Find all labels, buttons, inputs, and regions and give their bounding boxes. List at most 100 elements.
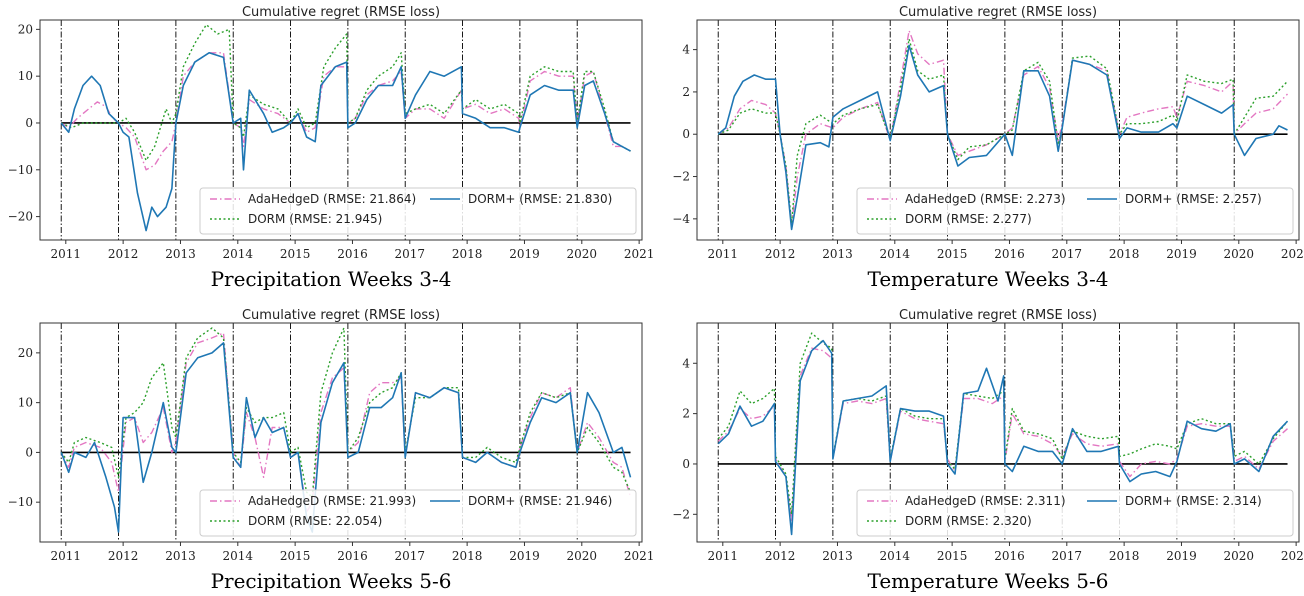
y-tick-label: 4 [682, 356, 690, 370]
legend-label: DORM+ (RMSE: 2.257) [1125, 192, 1262, 206]
x-tick-label: 2015 [280, 247, 311, 261]
legend-label: DORM+ (RMSE: 2.314) [1125, 494, 1262, 508]
y-tick-label: 10 [18, 396, 33, 410]
chart-title: Cumulative regret (RMSE loss) [899, 5, 1097, 20]
panel-caption: Temperature Weeks 5-6 [868, 569, 1109, 593]
x-tick-label: 2016 [337, 247, 368, 261]
x-tick-label: 2019 [509, 549, 540, 563]
axes-frame [696, 322, 1300, 543]
legend-label: AdaHedgeD (RMSE: 2.273) [905, 192, 1066, 206]
x-tick-label: 2021 [1281, 549, 1304, 563]
x-tick-label: 2016 [337, 549, 368, 563]
series-line-adahedged [60, 52, 631, 171]
legend-label: AdaHedgeD (RMSE: 21.993) [248, 494, 416, 508]
legend-label: DORM (RMSE: 22.054) [248, 514, 382, 528]
y-tick-label: 20 [18, 346, 33, 360]
legend-box [856, 187, 1294, 235]
panel-caption: Temperature Weeks 3-4 [868, 267, 1109, 291]
chart-panel-1: Cumulative regret (RMSE loss) 2011 2012 201… [672, 5, 1304, 291]
y-tick-label: −2 [672, 507, 690, 521]
series-line-dorm [60, 24, 631, 162]
series-line-dorm-plus [60, 52, 631, 232]
panel-caption: Precipitation Weeks 3-4 [211, 267, 452, 291]
axes-frame [39, 322, 643, 543]
x-tick-label: 2011 [708, 247, 739, 261]
x-tick-label: 2021 [1281, 247, 1304, 261]
y-tick-label: −2 [672, 170, 690, 184]
chart-title: Cumulative regret (RMSE loss) [242, 5, 440, 20]
x-tick-label: 2015 [937, 247, 968, 261]
x-tick-label: 2012 [765, 549, 796, 563]
chart-title: Cumulative regret (RMSE loss) [899, 308, 1097, 323]
series-group [60, 24, 631, 232]
y-tick-label: 0 [682, 127, 690, 141]
series-line-dorm [717, 332, 1289, 515]
x-tick-label: 2013 [165, 247, 196, 261]
series-line-dorm [60, 327, 632, 498]
x-tick-label: 2018 [452, 549, 483, 563]
y-tick-label: −10 [8, 163, 33, 177]
legend: AdaHedgeD (RMSE: 21.864) DORM (RMSE: 21.9… [199, 187, 637, 235]
x-tick-label: 2018 [452, 247, 483, 261]
x-tick-label: 2015 [280, 549, 311, 563]
legend-label: DORM (RMSE: 2.320) [905, 514, 1032, 528]
x-tick-label: 2019 [1166, 247, 1197, 261]
x-tick-label: 2017 [1052, 247, 1083, 261]
legend: AdaHedgeD (RMSE: 2.311) DORM (RMSE: 2.320… [856, 489, 1294, 537]
x-tick-label: 2020 [1224, 247, 1255, 261]
y-tick-label: 0 [25, 445, 33, 459]
legend: AdaHedgeD (RMSE: 2.273) DORM (RMSE: 2.277… [856, 187, 1294, 235]
x-tick-label: 2016 [994, 549, 1025, 563]
y-tick-label: −4 [672, 212, 690, 226]
x-tick-label: 2018 [1109, 549, 1140, 563]
x-tick-label: 2013 [822, 549, 853, 563]
x-tick-label: 2012 [108, 549, 139, 563]
panel-caption: Precipitation Weeks 5-6 [211, 569, 452, 593]
y-tick-label: −20 [8, 210, 33, 224]
chart-panel-3: Cumulative regret (RMSE loss) 2011 2012 201… [672, 308, 1304, 593]
legend: AdaHedgeD (RMSE: 21.993) DORM (RMSE: 22.0… [199, 489, 637, 537]
legend-label: DORM+ (RMSE: 21.946) [468, 494, 612, 508]
legend-label: DORM (RMSE: 2.277) [905, 212, 1032, 226]
x-tick-label: 2021 [624, 549, 655, 563]
legend-label: AdaHedgeD (RMSE: 21.864) [248, 192, 416, 206]
x-tick-label: 2013 [165, 549, 196, 563]
x-tick-label: 2012 [108, 247, 139, 261]
x-tick-label: 2020 [567, 247, 598, 261]
x-tick-label: 2011 [51, 247, 82, 261]
series-group [60, 327, 632, 533]
x-tick-label: 2014 [880, 247, 911, 261]
y-tick-label: 2 [682, 85, 690, 99]
x-tick-label: 2017 [1052, 549, 1083, 563]
series-group [717, 332, 1289, 536]
x-tick-label: 2011 [708, 549, 739, 563]
x-tick-label: 2021 [624, 247, 655, 261]
x-tick-label: 2014 [880, 549, 911, 563]
axes-frame [39, 19, 643, 241]
series-line-dorm-plus [717, 339, 1289, 536]
chart-title: Cumulative regret (RMSE loss) [242, 308, 440, 323]
x-tick-label: 2012 [765, 247, 796, 261]
x-tick-label: 2017 [395, 247, 426, 261]
legend-box [856, 489, 1294, 537]
legend-box [199, 187, 637, 235]
y-tick-label: 2 [682, 407, 690, 421]
x-tick-label: 2016 [994, 247, 1025, 261]
y-tick-label: −10 [8, 495, 33, 509]
x-tick-label: 2020 [1224, 549, 1255, 563]
series-group [717, 29, 1289, 231]
series-line-dorm-plus [60, 342, 632, 533]
x-tick-label: 2011 [51, 549, 82, 563]
legend-label: DORM+ (RMSE: 21.830) [468, 192, 612, 206]
x-tick-label: 2015 [937, 549, 968, 563]
chart-panel-0: Cumulative regret (RMSE loss) 2011 2012 201… [8, 5, 655, 291]
x-tick-label: 2017 [395, 549, 426, 563]
legend-label: AdaHedgeD (RMSE: 2.311) [905, 494, 1066, 508]
x-tick-label: 2014 [223, 247, 254, 261]
y-tick-label: 10 [18, 69, 33, 83]
x-tick-label: 2019 [509, 247, 540, 261]
legend-box [199, 489, 637, 537]
y-tick-label: 4 [682, 43, 690, 57]
y-tick-label: 0 [682, 457, 690, 471]
